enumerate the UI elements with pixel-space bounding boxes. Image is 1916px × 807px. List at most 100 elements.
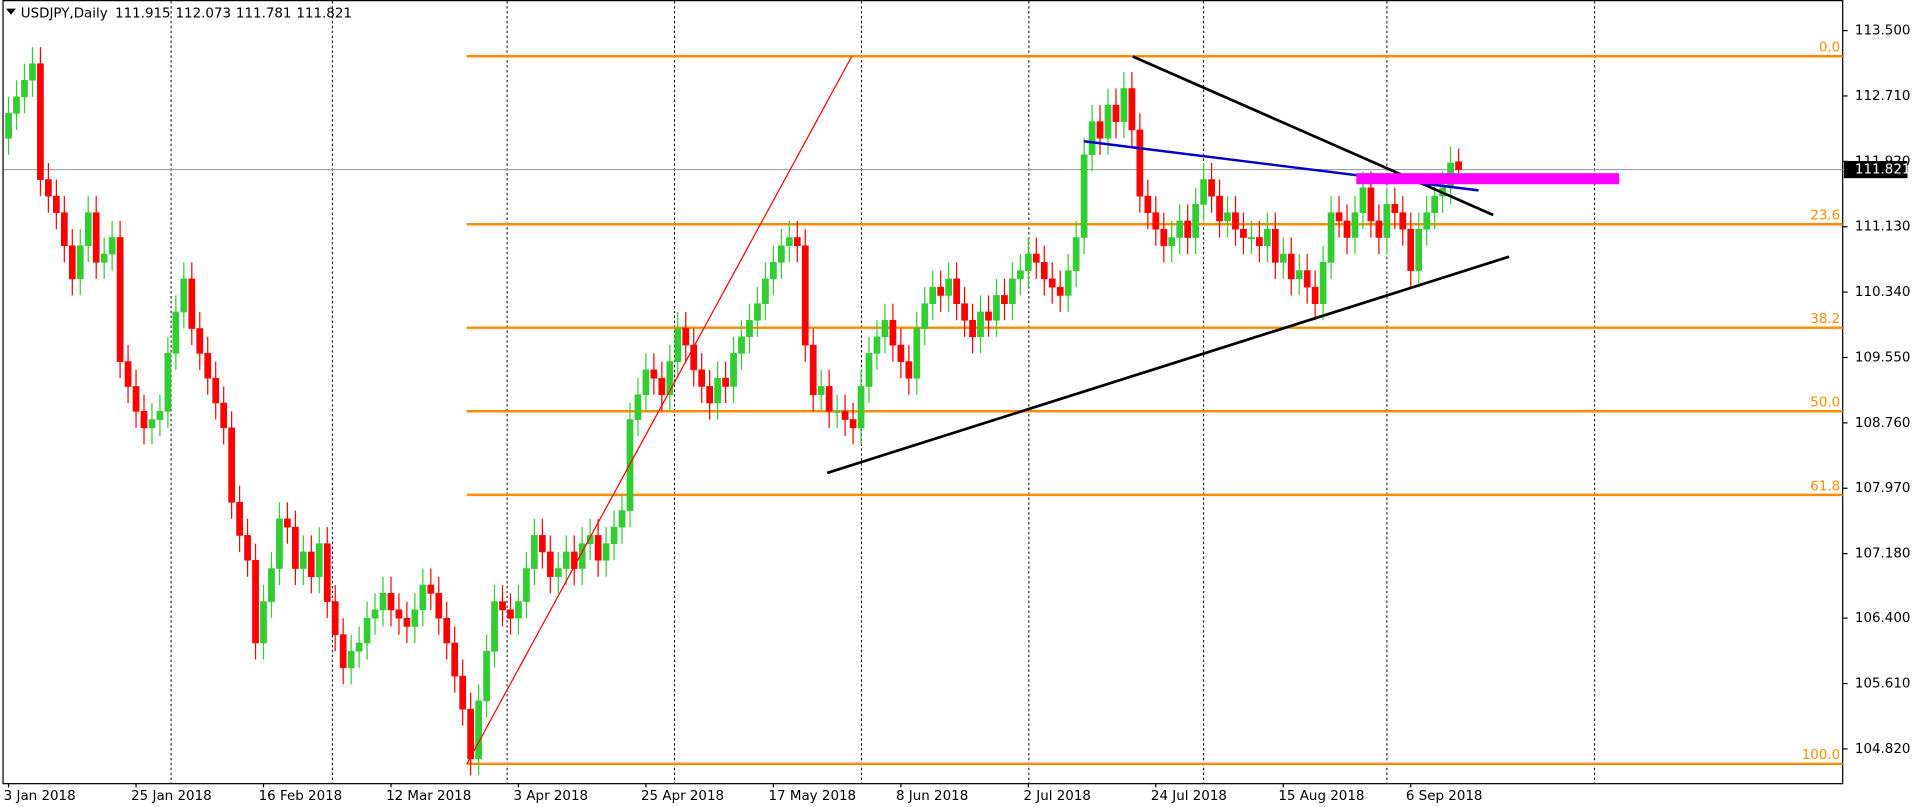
candle-body bbox=[76, 245, 84, 280]
candle-body bbox=[690, 344, 698, 371]
candle-body bbox=[331, 601, 339, 636]
candle-body bbox=[1112, 104, 1120, 122]
candle-body bbox=[1407, 228, 1415, 271]
fib-label: 0.0 bbox=[1819, 40, 1840, 56]
candle-body bbox=[347, 650, 355, 669]
candle-body bbox=[929, 286, 937, 305]
candle-body bbox=[897, 344, 905, 362]
candle-body bbox=[594, 535, 602, 561]
candle-body bbox=[1192, 204, 1200, 238]
candle-body bbox=[682, 328, 690, 346]
candle-body bbox=[993, 295, 1000, 321]
y-tick-label: 112.710 bbox=[1855, 88, 1911, 104]
candle-body bbox=[180, 278, 188, 313]
candle-body bbox=[1120, 88, 1128, 122]
candle-body bbox=[1367, 187, 1375, 222]
y-tick-label: 107.180 bbox=[1855, 546, 1911, 562]
candle-body bbox=[172, 311, 180, 354]
candle-body bbox=[523, 568, 530, 602]
candle-body bbox=[515, 601, 522, 619]
candle-body bbox=[642, 369, 650, 396]
candle-body bbox=[260, 601, 267, 644]
candle-body bbox=[1056, 286, 1064, 296]
candle-body bbox=[801, 245, 809, 346]
candle-body bbox=[538, 535, 546, 553]
candle-body bbox=[363, 617, 371, 644]
candle-body bbox=[985, 311, 992, 321]
candle-body bbox=[905, 361, 913, 379]
candle-body bbox=[403, 617, 411, 627]
candle-body bbox=[1279, 253, 1287, 263]
candle-body bbox=[833, 410, 841, 413]
candle-body bbox=[1375, 220, 1383, 238]
candle-body bbox=[1088, 121, 1096, 156]
open-value: 111.915 bbox=[115, 5, 171, 21]
y-tick-label: 105.610 bbox=[1855, 676, 1911, 692]
candle-body bbox=[1240, 228, 1247, 238]
candle-body bbox=[722, 377, 729, 387]
candle-body bbox=[212, 377, 220, 404]
candle-body bbox=[276, 518, 283, 569]
candle-body bbox=[1176, 220, 1184, 238]
candle-body bbox=[634, 394, 642, 420]
candle-body bbox=[475, 700, 482, 760]
candle-body bbox=[204, 353, 212, 379]
candle-body bbox=[507, 609, 514, 619]
candle-body bbox=[825, 386, 833, 412]
candle-body bbox=[132, 386, 140, 412]
candle-body bbox=[785, 237, 793, 247]
candle-body bbox=[284, 518, 291, 528]
candle-body bbox=[1359, 187, 1367, 213]
candle-body bbox=[435, 593, 443, 619]
y-tick-label: 113.500 bbox=[1855, 23, 1911, 39]
candle-body bbox=[977, 311, 984, 338]
candle-body bbox=[1295, 270, 1303, 280]
candle-body bbox=[467, 708, 475, 760]
candle-body bbox=[1415, 228, 1423, 271]
candle-body bbox=[586, 535, 594, 544]
x-tick-label: 25 Apr 2018 bbox=[641, 788, 724, 804]
candle-body bbox=[1152, 212, 1160, 230]
x-tick-label: 17 May 2018 bbox=[769, 788, 857, 804]
candle-body bbox=[483, 650, 490, 702]
candle-body bbox=[1017, 270, 1024, 280]
x-tick-label: 24 Jul 2018 bbox=[1151, 788, 1227, 804]
candle-body bbox=[108, 237, 116, 255]
candle-body bbox=[873, 336, 881, 354]
candle-body bbox=[379, 593, 387, 611]
y-tick-label: 107.970 bbox=[1855, 480, 1911, 496]
candle-body bbox=[100, 253, 108, 263]
candle-body bbox=[37, 63, 44, 180]
candle-body bbox=[411, 609, 419, 627]
y-tick-label: 104.820 bbox=[1855, 741, 1911, 757]
fib-label: 61.8 bbox=[1810, 478, 1840, 494]
candle-body bbox=[1200, 179, 1207, 205]
current-price-label: 111.821 bbox=[1855, 162, 1911, 178]
candle-body bbox=[21, 79, 28, 98]
candle-body bbox=[841, 410, 849, 420]
candle-body bbox=[307, 551, 315, 578]
candle-body bbox=[459, 675, 467, 710]
candle-body bbox=[1144, 195, 1152, 213]
candle-body bbox=[618, 510, 626, 528]
candle-body bbox=[1343, 220, 1351, 238]
candle-body bbox=[1311, 286, 1319, 305]
candle-body bbox=[1319, 262, 1327, 305]
candle-body bbox=[817, 386, 825, 396]
candle-body bbox=[1303, 270, 1311, 288]
candle-body bbox=[268, 568, 275, 602]
current-price-box bbox=[1843, 160, 1908, 179]
candle-body bbox=[1080, 154, 1088, 238]
candle-body bbox=[1104, 104, 1112, 139]
candle-body bbox=[1128, 88, 1136, 131]
candle-body bbox=[1351, 212, 1359, 238]
candle-body bbox=[650, 369, 658, 379]
candle-body bbox=[84, 212, 92, 247]
candle-body bbox=[156, 410, 164, 420]
candle-body bbox=[1399, 212, 1407, 230]
candle-body bbox=[881, 319, 889, 338]
candle-body bbox=[236, 501, 243, 536]
candle-body bbox=[1455, 161, 1462, 170]
candle-body bbox=[602, 543, 610, 561]
